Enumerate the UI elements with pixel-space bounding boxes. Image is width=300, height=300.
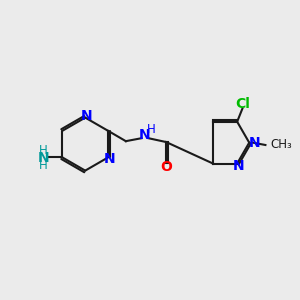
- Text: H: H: [146, 123, 155, 136]
- Text: CH₃: CH₃: [270, 139, 292, 152]
- Text: Cl: Cl: [235, 97, 250, 111]
- Text: N: N: [139, 128, 151, 142]
- Text: H: H: [39, 159, 47, 172]
- Text: N: N: [81, 109, 92, 123]
- Text: H: H: [39, 144, 47, 158]
- Text: N: N: [233, 160, 244, 173]
- Text: N: N: [37, 151, 49, 165]
- Text: O: O: [160, 160, 172, 174]
- Text: N: N: [104, 152, 116, 166]
- Text: N: N: [249, 136, 260, 150]
